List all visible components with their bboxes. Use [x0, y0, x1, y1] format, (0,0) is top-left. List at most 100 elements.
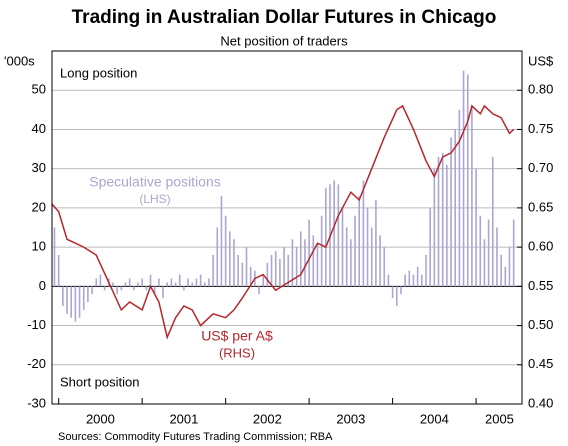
- annotation: US$ per A$: [201, 328, 273, 344]
- annotation: Short position: [60, 374, 140, 389]
- bar: [95, 278, 98, 287]
- bar: [337, 184, 340, 287]
- bar: [133, 286, 135, 291]
- bar: [408, 270, 411, 287]
- y-tick-label: 50: [32, 82, 46, 97]
- annotation: Speculative positions: [89, 174, 221, 190]
- bar: [270, 254, 273, 287]
- bar: [212, 254, 214, 287]
- bar: [304, 239, 306, 287]
- bar: [57, 254, 60, 287]
- y2-tick-label: 0.70: [528, 160, 553, 175]
- bar: [70, 286, 73, 318]
- bar: [279, 258, 281, 287]
- bar: [287, 254, 290, 287]
- bar: [454, 129, 457, 287]
- bar: [170, 278, 173, 287]
- y2-tick-label: 0.50: [528, 317, 553, 332]
- bar: [266, 262, 269, 287]
- bar: [120, 286, 123, 291]
- y2-tick-label: 0.60: [528, 239, 553, 254]
- bar: [74, 286, 77, 322]
- bar: [350, 239, 352, 287]
- bar: [383, 247, 386, 287]
- bar: [195, 278, 198, 287]
- bar: [233, 239, 235, 287]
- bar: [312, 235, 315, 287]
- bar: [370, 227, 373, 287]
- bar: [220, 196, 223, 287]
- annotation: Long position: [60, 65, 137, 80]
- bar: [91, 286, 93, 295]
- bar: [116, 286, 118, 295]
- bar: [458, 109, 461, 287]
- y-tick-label: 20: [32, 199, 46, 214]
- bar: [208, 278, 210, 287]
- bar: [149, 274, 152, 287]
- bar: [174, 282, 177, 287]
- bar: [437, 156, 440, 287]
- bar: [379, 235, 381, 287]
- y2-tick-label: 0.65: [528, 199, 553, 214]
- bar: [475, 168, 477, 287]
- source: Sources: Commodity Futures Trading Commi…: [58, 431, 333, 443]
- bar: [183, 286, 185, 291]
- bar: [145, 286, 148, 291]
- bar: [441, 152, 444, 287]
- x-tick-label: 2000: [86, 411, 115, 426]
- line: [51, 104, 515, 340]
- bar: [333, 180, 335, 287]
- bar: [153, 286, 156, 295]
- y-tick-label: 40: [32, 121, 46, 136]
- bar: [345, 227, 348, 287]
- bar: [274, 251, 277, 287]
- bar: [299, 231, 302, 287]
- bar: [466, 74, 469, 287]
- bar: [366, 207, 369, 287]
- y-unit: '000s: [4, 53, 35, 68]
- bar: [325, 188, 327, 287]
- x-tick-label: 2002: [253, 411, 282, 426]
- bar: [216, 227, 219, 287]
- bar: [103, 286, 106, 291]
- bar: [375, 200, 377, 287]
- bar: [137, 282, 139, 287]
- bar: [262, 274, 265, 287]
- bar: [128, 278, 131, 287]
- bar: [395, 286, 398, 306]
- y-tick-label: 30: [32, 160, 46, 175]
- bar: [224, 215, 227, 287]
- bar: [295, 247, 298, 287]
- annotation: (LHS): [139, 192, 170, 206]
- annotation: (RHS): [219, 345, 255, 360]
- bar: [78, 286, 81, 318]
- bar: [500, 254, 502, 287]
- bar: [471, 105, 473, 287]
- bar: [229, 231, 231, 287]
- bar: [412, 274, 415, 287]
- bar: [124, 282, 127, 287]
- x-tick-label: 2004: [420, 411, 449, 426]
- bar: [504, 266, 507, 287]
- bar: [283, 247, 285, 287]
- plot-frame: [51, 50, 523, 405]
- bar: [308, 219, 310, 287]
- bar: [421, 274, 423, 287]
- bar: [483, 239, 486, 287]
- bar: [479, 215, 482, 287]
- bar: [87, 286, 89, 303]
- bar: [82, 286, 85, 310]
- bar: [141, 278, 143, 287]
- bar: [291, 239, 294, 287]
- chart-subtitle: Net position of traders: [220, 33, 348, 48]
- bar: [158, 278, 160, 287]
- bar: [162, 286, 164, 299]
- bar: [245, 247, 248, 287]
- bar: [354, 215, 356, 287]
- bar: [203, 282, 206, 287]
- bar: [316, 243, 319, 287]
- bar: [237, 254, 239, 287]
- bar: [241, 262, 244, 287]
- bar: [166, 282, 169, 287]
- y2-tick-label: 0.55: [528, 278, 553, 293]
